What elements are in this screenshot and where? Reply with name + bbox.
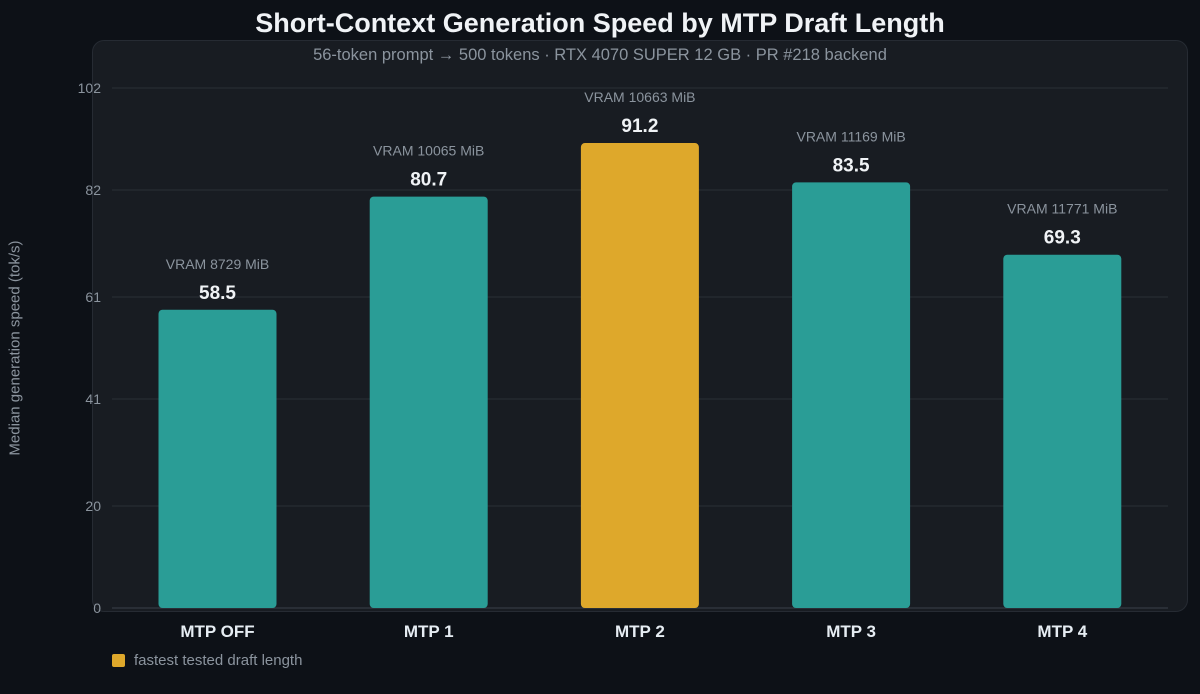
- bar-annotation: VRAM 10065 MiB: [373, 143, 484, 159]
- y-tick-label: 82: [85, 182, 101, 198]
- bar-annotation: VRAM 10663 MiB: [584, 89, 695, 105]
- x-tick-label: MTP 3: [826, 622, 876, 641]
- x-tick-label: MTP 1: [404, 622, 454, 641]
- bar-value-label: 83.5: [833, 155, 870, 176]
- chart-title: Short-Context Generation Speed by MTP Dr…: [255, 8, 945, 38]
- bar: [158, 309, 277, 608]
- y-tick-label: 41: [85, 391, 101, 407]
- y-tick-label: 102: [78, 80, 102, 96]
- bar: [792, 182, 911, 608]
- bar: [369, 196, 488, 608]
- x-tick-label: MTP OFF: [180, 622, 254, 641]
- legend-label: fastest tested draft length: [134, 652, 303, 669]
- bar-value-label: 80.7: [410, 170, 447, 191]
- bar: [1003, 254, 1122, 609]
- bar-annotation: VRAM 11771 MiB: [1007, 201, 1117, 217]
- legend: fastest tested draft length: [112, 652, 302, 669]
- bar-value-label: 91.2: [621, 116, 658, 137]
- chart-subtitle: 56-token prompt → 500 tokens · RTX 4070 …: [313, 46, 887, 64]
- legend-swatch: [112, 654, 125, 667]
- bar-value-label: 58.5: [199, 283, 236, 304]
- bar-value-label: 69.3: [1044, 228, 1081, 249]
- bar-annotation: VRAM 11169 MiB: [796, 128, 905, 144]
- bar: [580, 143, 699, 608]
- x-tick-label: MTP 4: [1037, 622, 1087, 641]
- y-tick-label: 20: [85, 498, 101, 514]
- y-tick-label: 61: [85, 289, 101, 305]
- x-tick-label: MTP 2: [615, 622, 665, 641]
- bar-annotation: VRAM 8729 MiB: [166, 256, 269, 272]
- y-tick-label: 0: [93, 600, 101, 616]
